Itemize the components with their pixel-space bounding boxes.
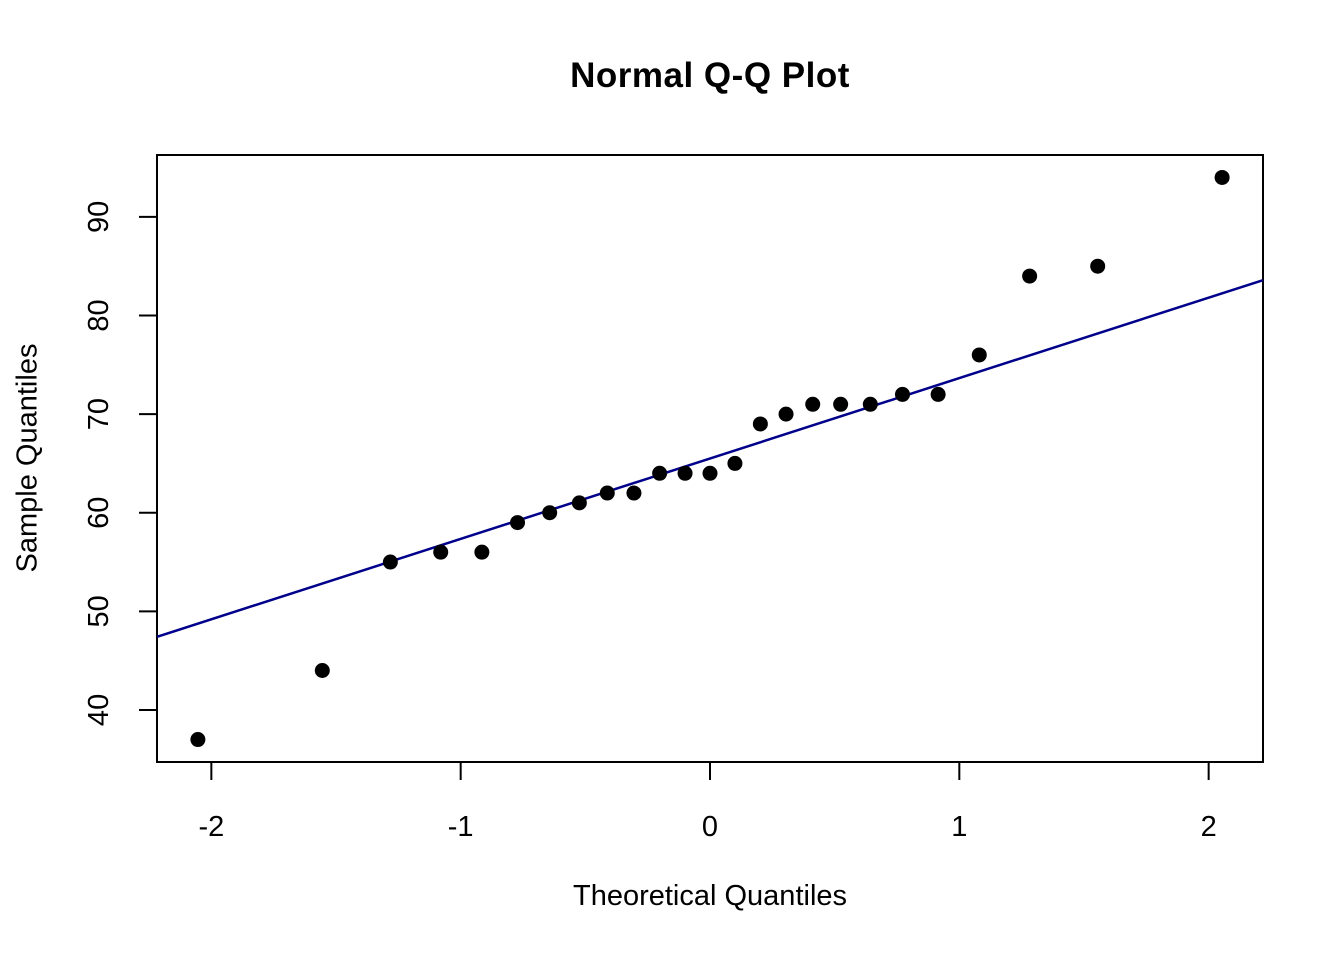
data-point (752, 416, 768, 432)
data-point (1214, 169, 1230, 185)
data-point (930, 386, 946, 402)
x-tick-label: 0 (702, 811, 718, 843)
y-tick-label: 60 (83, 497, 115, 529)
data-point (727, 455, 743, 471)
data-point (677, 465, 693, 481)
y-tick-label: 40 (83, 694, 115, 726)
data-point (190, 732, 206, 748)
x-tick-label: -2 (198, 811, 224, 843)
data-point (652, 465, 668, 481)
y-tick-label: 70 (83, 398, 115, 430)
data-point (314, 662, 330, 678)
data-point (894, 386, 910, 402)
y-tick-label: 80 (83, 299, 115, 331)
data-point (862, 396, 878, 412)
x-tick-label: 1 (951, 811, 967, 843)
x-axis-label: Theoretical Quantiles (572, 880, 848, 912)
data-point (382, 554, 398, 570)
y-tick-label: 50 (83, 595, 115, 627)
x-tick-label: 2 (1201, 811, 1217, 843)
data-point (626, 485, 642, 501)
data-point (510, 515, 526, 531)
data-point (571, 495, 587, 511)
data-point (805, 396, 821, 412)
data-point (702, 465, 718, 481)
data-point (542, 505, 558, 521)
qq-reference-line (156, 278, 1264, 639)
chart-title: Normal Q-Q Plot (570, 56, 850, 95)
data-point (778, 406, 794, 422)
data-point (599, 485, 615, 501)
y-tick-label: 90 (83, 201, 115, 233)
data-point (833, 396, 849, 412)
data-point (433, 544, 449, 560)
data-point (1022, 268, 1038, 284)
x-tick-label: -1 (448, 811, 474, 843)
data-point (971, 347, 987, 363)
data-point (1090, 258, 1106, 274)
data-point (474, 544, 490, 560)
